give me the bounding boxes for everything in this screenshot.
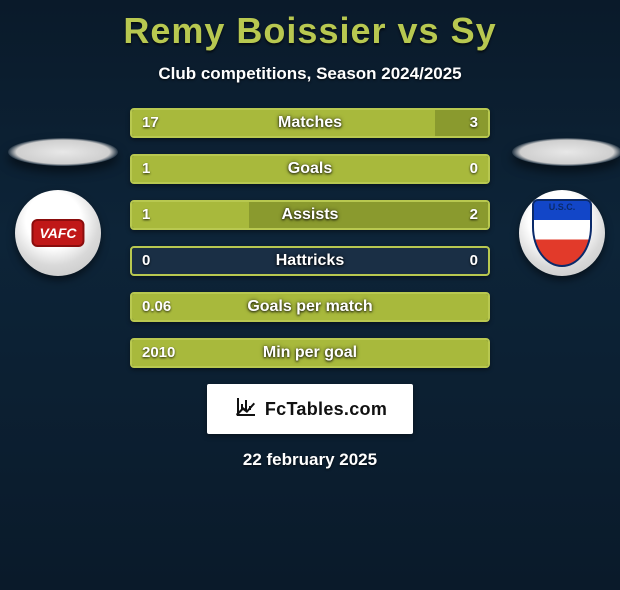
content-area: 173Matches 10Goals 12Assists 00Hattricks 0.0… <box>0 108 620 470</box>
subtitle: Club competitions, Season 2024/2025 <box>0 64 620 84</box>
vs-text: vs <box>398 10 440 51</box>
footer-logo[interactable]: FcTables.com <box>207 384 413 434</box>
chart-icon <box>233 395 259 424</box>
stat-label: Matches <box>132 110 488 136</box>
stat-row: 173Matches <box>130 108 490 138</box>
stat-row: 10Goals <box>130 154 490 184</box>
stat-row: 2010Min per goal <box>130 338 490 368</box>
club-left <box>8 138 108 276</box>
player1-name: Remy Boissier <box>123 10 386 51</box>
stat-row: 12Assists <box>130 200 490 230</box>
footer-date: 22 february 2025 <box>0 450 620 470</box>
stat-label: Min per goal <box>132 340 488 366</box>
crest-left <box>15 190 101 276</box>
stat-label: Assists <box>132 202 488 228</box>
club-right <box>512 138 612 276</box>
halo-left <box>8 138 118 166</box>
stat-label: Goals <box>132 156 488 182</box>
stats-table: 173Matches 10Goals 12Assists 00Hattricks 0.0… <box>130 108 490 368</box>
stat-row: 00Hattricks <box>130 246 490 276</box>
comparison-title: Remy Boissier vs Sy <box>0 10 620 52</box>
stat-label: Goals per match <box>132 294 488 320</box>
stat-label: Hattricks <box>132 248 488 274</box>
halo-right <box>512 138 620 166</box>
stat-row: 0.06Goals per match <box>130 292 490 322</box>
player2-name: Sy <box>451 10 497 51</box>
footer-brand: FcTables.com <box>265 399 387 420</box>
crest-right <box>519 190 605 276</box>
